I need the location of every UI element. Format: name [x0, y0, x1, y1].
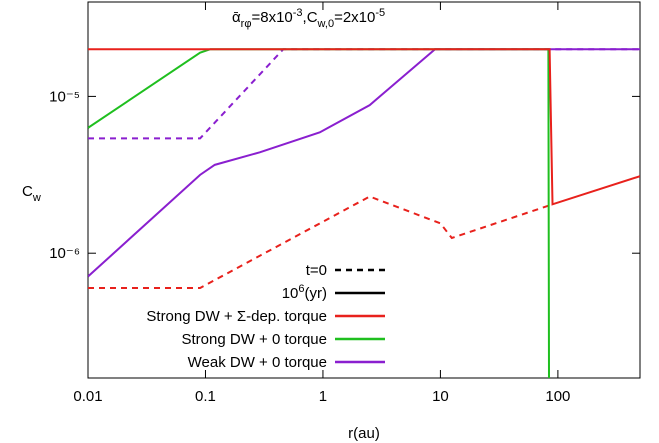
- annotation-part: =2x10: [334, 9, 375, 26]
- legend-label-part: Strong DW + 0 torque: [182, 331, 328, 348]
- series-line: [88, 48, 640, 278]
- legend-label-part: Strong DW + Σ-dep. torque: [146, 308, 327, 325]
- series-line: [88, 48, 640, 140]
- annotation-part: =8x10: [251, 9, 292, 26]
- legend-label-part: 6: [298, 283, 304, 295]
- annotation: ᾱrφ=8x10-3,Cw,0=2x10-5: [232, 7, 385, 30]
- y-axis-label-part: w: [32, 192, 41, 204]
- annotation-part: ,C: [303, 9, 318, 26]
- x-tick-label: 100: [545, 388, 570, 405]
- annotation-part: -5: [375, 7, 385, 19]
- x-tick-label: 0.1: [195, 388, 216, 405]
- plot-area: [88, 48, 640, 378]
- annotation-part: rφ: [241, 18, 252, 30]
- x-tick-label: 0.01: [73, 388, 102, 405]
- legend-label: t=0: [306, 262, 327, 279]
- plot-frame: [87, 1, 641, 379]
- legend-label: 106(yr): [282, 283, 327, 302]
- annotation-part: ᾱ: [232, 9, 241, 26]
- annotation-part: -3: [293, 7, 303, 19]
- y-axis-label: Cw: [22, 183, 41, 204]
- series-line: [88, 48, 640, 206]
- series-line: [88, 195, 553, 289]
- y-tick-label: 10⁻⁶: [49, 245, 80, 262]
- x-axis-label: r(au): [348, 425, 380, 442]
- legend-label-part: 10: [282, 285, 299, 302]
- legend-label-part: (yr): [305, 285, 328, 302]
- legend-label: Strong DW + 0 torque: [182, 331, 328, 348]
- x-tick-label: 1: [319, 388, 327, 405]
- legend-label-part: Weak DW + 0 torque: [188, 354, 327, 371]
- y-tick-label: 10⁻⁵: [49, 88, 80, 105]
- annotation-part: w,0: [317, 18, 335, 30]
- legend-label: Weak DW + 0 torque: [188, 354, 327, 371]
- legend-label-part: t=0: [306, 262, 327, 279]
- x-tick-label: 10: [432, 388, 449, 405]
- y-axis-label-part: C: [22, 183, 33, 200]
- legend-label: Strong DW + Σ-dep. torque: [146, 308, 327, 325]
